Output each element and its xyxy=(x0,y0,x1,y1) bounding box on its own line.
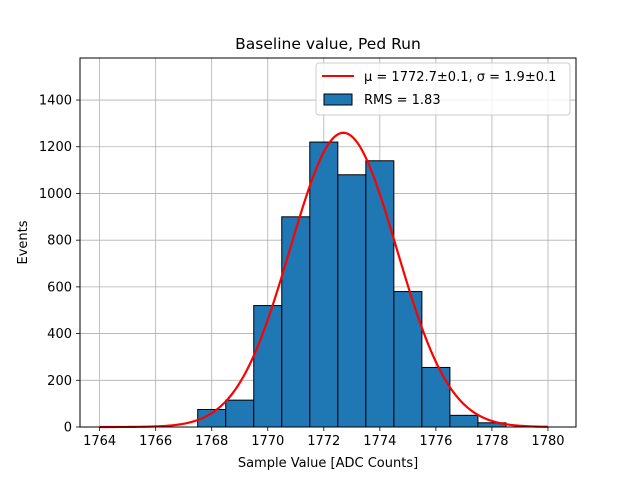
y-tick-label: 200 xyxy=(47,374,72,389)
legend-histogram-label: RMS = 1.83 xyxy=(364,93,441,108)
x-tick-label: 1770 xyxy=(251,434,284,449)
x-tick-label: 1774 xyxy=(363,434,396,449)
histogram-bar xyxy=(309,141,339,428)
histogram-bar xyxy=(281,216,311,428)
histogram-bar xyxy=(449,414,479,428)
histogram-bar xyxy=(337,174,367,428)
x-tick-label: 1772 xyxy=(307,434,340,449)
x-axis-label: Sample Value [ADC Counts] xyxy=(238,456,418,471)
y-tick-label: 1200 xyxy=(39,140,72,155)
x-tick-label: 1776 xyxy=(419,434,452,449)
gaussian-fit-curve xyxy=(99,131,548,429)
fit-layer xyxy=(99,131,548,429)
plot-frame xyxy=(79,57,577,428)
histogram-bar xyxy=(393,291,423,428)
legend: μ = 1772.7±0.1, σ = 1.9±0.1 RMS = 1.83 xyxy=(315,62,571,116)
ticks-layer: 1764 1766 1768 1770 1772 1774 1776 1778 1780 0 200… xyxy=(39,94,565,449)
legend-fit-label: μ = 1772.7±0.1, σ = 1.9±0.1 xyxy=(364,70,556,85)
y-tick-label: 600 xyxy=(47,280,72,295)
x-tick-label: 1780 xyxy=(531,434,564,449)
y-axis-label: Events xyxy=(16,220,31,264)
y-tick-label: 0 xyxy=(64,421,72,436)
legend-histogram-swatch xyxy=(323,93,353,106)
x-tick-label: 1768 xyxy=(195,434,228,449)
histogram-bar xyxy=(365,160,395,428)
x-tick-label: 1778 xyxy=(475,434,508,449)
y-tick-label: 1000 xyxy=(39,187,72,202)
chart-title: Baseline value, Ped Run xyxy=(235,35,421,53)
histogram-bar xyxy=(421,366,451,428)
bars-layer xyxy=(197,141,507,428)
y-tick-label: 800 xyxy=(47,234,72,249)
y-tick-label: 1400 xyxy=(39,94,72,109)
histogram-bar xyxy=(253,305,283,428)
x-tick-label: 1764 xyxy=(83,434,116,449)
y-tick-label: 400 xyxy=(47,327,72,342)
legend-box xyxy=(315,62,571,116)
histogram-bar xyxy=(225,399,255,428)
x-tick-label: 1766 xyxy=(139,434,172,449)
